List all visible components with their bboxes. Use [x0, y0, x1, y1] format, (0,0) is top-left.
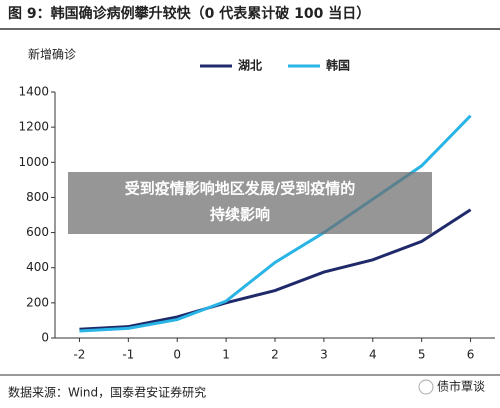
series-line: [79, 208, 472, 331]
x-tick-label: 6: [467, 348, 475, 362]
y-tick-label: 1200: [18, 120, 49, 134]
watermark: 债市覃谈: [437, 379, 485, 394]
x-tick-label: -1: [122, 348, 134, 362]
overlay-text: 持续影响: [210, 206, 270, 224]
x-tick-label: -2: [73, 348, 85, 362]
overlay-text: 受到疫情影响地区发展/受到疫情的: [125, 180, 355, 198]
y-tick-label: 1000: [18, 155, 49, 169]
source: 数据来源：Wind，国泰君安证券研究: [8, 385, 206, 400]
x-tick-label: 5: [418, 348, 426, 362]
legend-label: 湖北: [238, 58, 262, 73]
y-tick-label: 600: [26, 225, 49, 239]
x-tick-label: 1: [222, 348, 230, 362]
y-tick-label: 1400: [18, 85, 49, 99]
y-tick-label: 0: [41, 331, 49, 345]
y-tick-label: 800: [26, 190, 49, 204]
x-tick-label: 2: [271, 348, 279, 362]
watermark-icon: [418, 379, 434, 395]
legend-label: 韩国: [326, 58, 350, 73]
y-tick-label: 200: [26, 295, 49, 309]
x-tick-label: 0: [173, 348, 181, 362]
chart-title: 图 9：韩国确诊病例攀升较快（0 代表累计破 100 当日）: [8, 5, 370, 22]
x-tick-label: 3: [320, 348, 328, 362]
x-tick-label: 4: [369, 348, 377, 362]
overlay-banner: [68, 172, 432, 234]
y-axis-label: 新增确诊: [28, 47, 76, 62]
y-tick-label: 400: [26, 260, 49, 274]
